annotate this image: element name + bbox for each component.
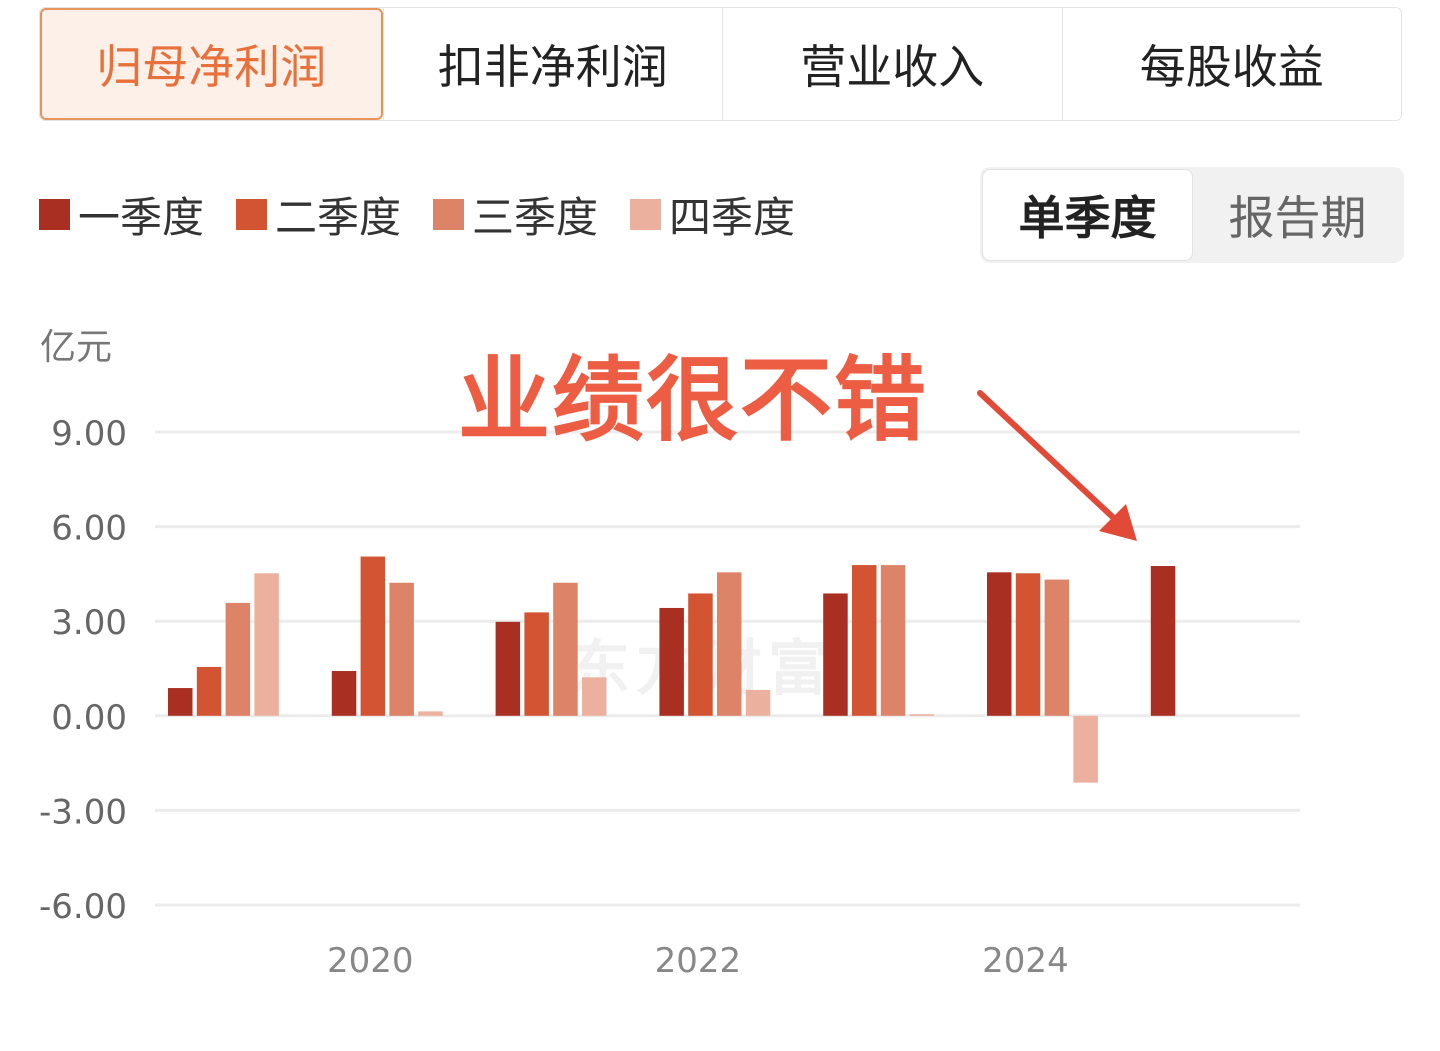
metric-tabs: 归母净利润 扣非净利润 营业收入 每股收益 (39, 7, 1402, 121)
legend-swatch-q3 (433, 198, 465, 230)
legend-item-q1[interactable]: 一季度 (39, 184, 204, 245)
tab-revenue[interactable]: 营业收入 (722, 8, 1062, 120)
y-tick-label: 6.00 (51, 509, 127, 549)
tab-deducted-net-profit[interactable]: 扣非净利润 (382, 8, 723, 120)
annotation-text: 业绩很不错 (458, 347, 929, 454)
bar[interactable] (659, 607, 684, 716)
tab-eps[interactable]: 每股收益 (1061, 8, 1402, 120)
bar[interactable] (254, 573, 279, 716)
x-axis-ticks: 2020 2022 2024 (327, 941, 1069, 981)
bar[interactable] (196, 666, 222, 716)
chart-legend: 一季度 二季度 三季度 四季度 (39, 186, 795, 242)
bar[interactable] (495, 621, 521, 716)
legend-label-q3: 三季度 (472, 192, 599, 242)
legend-item-q4[interactable]: 四季度 (630, 184, 795, 245)
bar[interactable] (823, 593, 848, 716)
bar[interactable] (168, 688, 193, 716)
y-tick-label: -3.00 (39, 792, 127, 832)
y-tick-label: 3.00 (51, 603, 127, 643)
bar[interactable] (389, 582, 414, 716)
legend-swatch-q1 (39, 198, 70, 230)
report-period-button[interactable]: 报告期 (1228, 191, 1367, 245)
legend-item-q2[interactable]: 二季度 (236, 184, 401, 245)
bar[interactable] (1150, 566, 1176, 716)
x-tick-label: 2020 (327, 941, 414, 981)
bar[interactable] (524, 612, 549, 716)
legend-item-q3[interactable]: 三季度 (433, 184, 598, 245)
legend-swatch-q2 (236, 198, 268, 230)
x-tick-label: 2024 (982, 941, 1069, 981)
bar[interactable] (418, 711, 443, 716)
bar[interactable] (688, 593, 713, 716)
y-axis-ticks: 9.00 6.00 3.00 0.00 -3.00 -6.00 (39, 414, 127, 927)
bar[interactable] (1015, 573, 1041, 716)
bar[interactable] (1073, 715, 1098, 783)
bar[interactable] (852, 565, 877, 716)
arrow-shaft (977, 390, 1121, 525)
bars (168, 556, 1176, 783)
legend-label-q1: 一季度 (78, 192, 205, 242)
bar[interactable] (880, 565, 906, 716)
legend-label-q4: 四季度 (669, 192, 796, 242)
y-axis-unit-label: 亿元 (40, 327, 113, 368)
bar[interactable] (582, 677, 607, 716)
bar[interactable] (331, 671, 357, 716)
bar[interactable] (745, 689, 771, 716)
bar[interactable] (553, 582, 578, 716)
bar[interactable] (987, 572, 1012, 716)
legend-label-q2: 二季度 (275, 192, 402, 242)
y-tick-label: -6.00 (39, 887, 127, 927)
bar[interactable] (1044, 579, 1070, 716)
legend-swatch-q4 (630, 198, 662, 230)
annotation-arrow (977, 390, 1137, 541)
bar[interactable] (909, 714, 935, 716)
bar[interactable] (717, 572, 742, 716)
y-tick-label: 0.00 (51, 698, 127, 738)
bar[interactable] (360, 556, 386, 716)
y-tick-label: 9.00 (51, 414, 127, 454)
x-tick-label: 2022 (655, 941, 742, 981)
period-toggle: 单季度 报告期 (980, 167, 1404, 263)
arrow-head (1099, 504, 1137, 541)
bar[interactable] (225, 602, 251, 716)
single-quarter-button[interactable]: 单季度 (982, 169, 1193, 261)
tab-net-profit[interactable]: 归母净利润 (40, 8, 383, 120)
